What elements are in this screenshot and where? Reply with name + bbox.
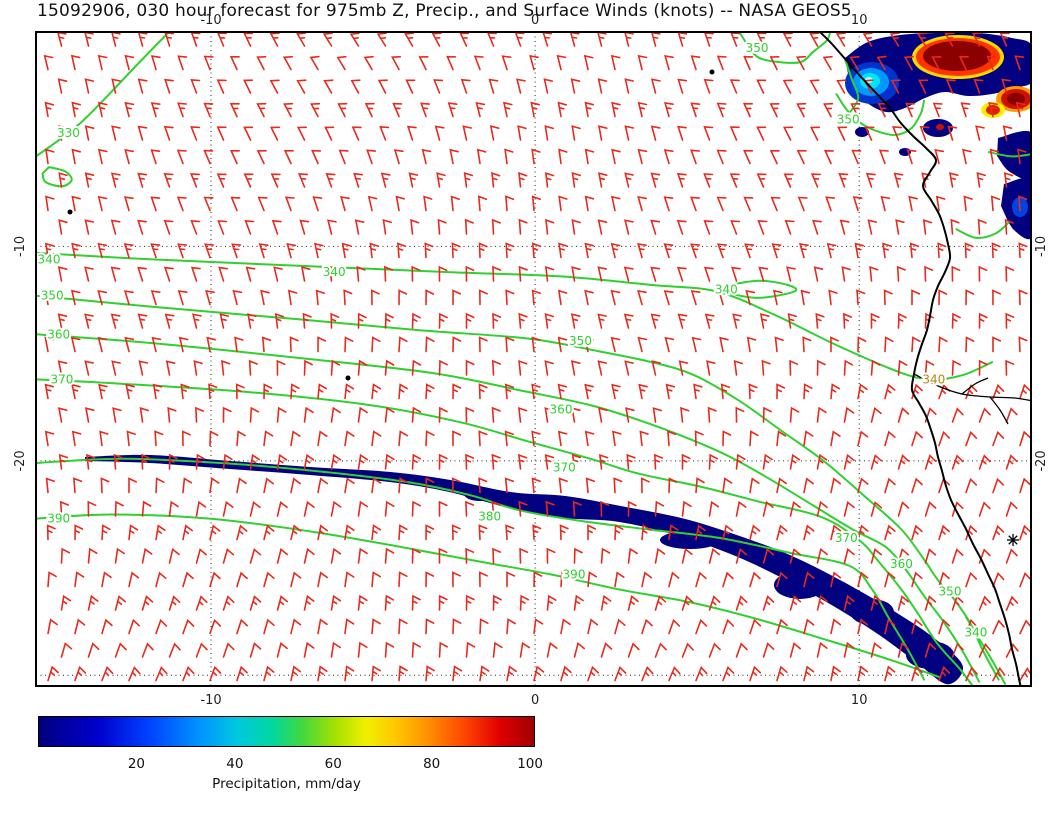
station-marker-asterisk <box>1008 535 1018 545</box>
contour-label: 370 <box>835 531 858 545</box>
contour-label: 370 <box>553 460 576 474</box>
forecast-map: 330 340 340 340 340 340 350 350 350 350 350 360 360 3… <box>13 13 1049 708</box>
precipitation-colorbar: 20 40 60 80 100 Precipitation, mm/day <box>0 712 1056 816</box>
contour-label: 340 <box>38 252 61 266</box>
contour-label: 350 <box>746 41 769 55</box>
axis-tick-label: -20 <box>13 450 28 471</box>
axis-tick-label: 0 <box>531 13 539 28</box>
contour-label: 350 <box>569 334 592 348</box>
page-title: 15092906, 030 hour forecast for 975mb Z,… <box>37 1 852 21</box>
colorbar-tick-labels: 20 40 60 80 100 <box>0 756 1056 774</box>
contour-label: 340 <box>715 282 738 296</box>
contour-label: 390 <box>47 512 70 526</box>
wind-barbs-layer <box>43 32 1031 682</box>
axis-tick-label: -20 <box>1034 450 1049 471</box>
axis-tick-label: 10 <box>851 693 868 708</box>
height-contours-layer <box>36 32 1031 686</box>
contour-labels-layer: 330 340 340 340 340 340 350 350 350 350 350 360 360 3… <box>36 39 990 641</box>
colorbar-caption: Precipitation, mm/day <box>212 776 361 792</box>
axis-tick-label: -10 <box>200 693 221 708</box>
precipitation-layer <box>85 32 1031 685</box>
colorbar-tick-label: 60 <box>324 756 342 772</box>
contour-label: 380 <box>478 510 501 524</box>
contour-label: 340 <box>922 372 945 386</box>
contour-label: 340 <box>323 265 346 279</box>
island-dot <box>67 209 73 215</box>
grid-layer <box>36 32 1031 686</box>
axis-tick-label: -10 <box>13 236 28 257</box>
contour-label: 360 <box>47 327 70 341</box>
contour-label: 350 <box>939 585 962 599</box>
colorbar-tick-label: 20 <box>127 756 145 772</box>
axis-tick-label: 0 <box>531 693 539 708</box>
map-border <box>35 31 1032 687</box>
axis-tick-label: 10 <box>851 13 868 28</box>
contour-label: 370 <box>50 372 73 386</box>
contour-label: 340 <box>964 625 987 639</box>
island-dot <box>345 375 351 381</box>
axis-tick-label: -10 <box>200 13 221 28</box>
axis-tick-label: -10 <box>1034 236 1049 257</box>
contour-label: 330 <box>57 126 80 140</box>
contour-label: 360 <box>890 557 913 571</box>
contour-label: 390 <box>563 568 586 582</box>
colorbar-tick-label: 100 <box>517 756 543 772</box>
axis-labels-layer: -10 0 10 -10 0 10 -10 -20 -10 -20 <box>13 13 1049 708</box>
colorbar-tick-label: 40 <box>226 756 244 772</box>
island-dot <box>709 69 715 75</box>
contour-label: 350 <box>41 289 64 303</box>
coastline-layer <box>67 32 1031 686</box>
contour-label: 360 <box>550 402 573 416</box>
colorbar-gradient <box>38 716 535 747</box>
colorbar-tick-label: 80 <box>423 756 441 772</box>
contour-label: 350 <box>837 113 860 127</box>
